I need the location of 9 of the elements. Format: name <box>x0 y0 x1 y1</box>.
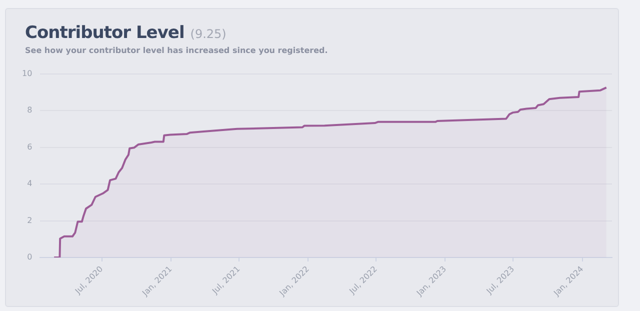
text: (9.25) <box>190 27 226 41</box>
chart-title: Contributor Level <box>25 23 184 43</box>
y-tick-label: 6 <box>27 142 32 152</box>
y-tick-label: 10 <box>22 68 32 78</box>
y-tick-label: 4 <box>27 179 32 188</box>
y-tick-label: 2 <box>27 216 32 225</box>
chart-subtitle: See how your contributor level has increased since you registered. <box>25 46 328 55</box>
y-tick-label: 0 <box>27 252 32 262</box>
y-tick-label: 8 <box>27 106 32 115</box>
